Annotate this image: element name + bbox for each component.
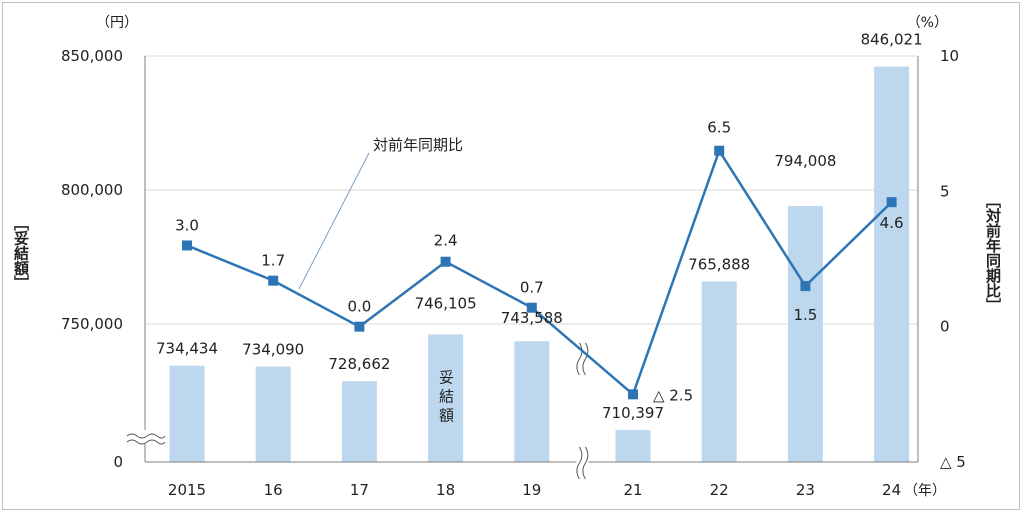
combo-chart: 850,000 800,000 750,000 0 10 5 0 △ 5 2015 16 17 18 1…: [12, 15, 1002, 499]
x-break-marker: [576, 446, 589, 480]
x-tick-label-24: 24: [882, 481, 901, 499]
right-axis-unit: （%）: [907, 15, 948, 31]
bar-label-18: 746,105: [415, 294, 477, 312]
line-label-24: 4.6: [880, 214, 904, 232]
left-tick-label: 800,000: [61, 181, 123, 199]
bar-label-2015: 734,434: [156, 340, 218, 358]
line-point-21: [628, 389, 638, 400]
bar-label-24: 846,021: [861, 31, 923, 49]
line-label-17: 0.0: [347, 298, 371, 316]
x-tick-label-17: 17: [350, 481, 369, 499]
line-label-23: 1.5: [793, 306, 817, 324]
bar-24: [874, 66, 910, 462]
x-break-squiggle-a: [576, 446, 583, 480]
bar-inner-label: 妥結額: [437, 370, 455, 427]
x-tick-label-18: 18: [436, 481, 455, 499]
x-break-mask: [576, 343, 589, 375]
x-tick-label-21: 21: [623, 481, 642, 499]
left-tick-label: 0: [113, 453, 123, 471]
bar-2015: [169, 365, 205, 462]
annotation-label: 対前年同期比: [373, 136, 463, 154]
x-axis-unit: （年）: [904, 483, 946, 499]
bar-22: [701, 281, 737, 462]
data-labels: 734,434 734,090 728,662 746,105 743,588 710,3…: [156, 31, 923, 422]
x-break-squiggle-b: [582, 446, 589, 480]
annotation-leader-line: [298, 152, 370, 290]
line-point-17: [354, 321, 365, 332]
bar-21: [615, 430, 651, 462]
right-tick-label: △ 5: [940, 453, 966, 471]
break-squiggle-bottom: [126, 439, 166, 445]
x-break-mask: [576, 447, 589, 479]
right-axis-label: ［対前年同期比］: [984, 193, 1002, 313]
bar-label-17: 728,662: [328, 355, 390, 373]
line-point-16: [268, 275, 279, 286]
bar-label-23: 794,008: [774, 152, 836, 170]
line-label-21: △ 2.5: [653, 386, 693, 404]
bar-label-19: 743,588: [501, 309, 563, 327]
x-tick-label-16: 16: [264, 481, 283, 499]
line-series: [182, 145, 897, 400]
right-tick-label: 5: [940, 182, 950, 200]
bar-label-16: 734,090: [242, 341, 304, 359]
bar-17: [341, 381, 377, 462]
line-label-2015: 3.0: [175, 216, 199, 234]
bar-23: [787, 206, 823, 462]
bar-label-21: 710,397: [602, 404, 664, 422]
line-point-24: [886, 197, 897, 208]
line-point-2015: [182, 240, 192, 251]
right-tick-label: 0: [940, 318, 950, 336]
line-label-16: 1.7: [261, 252, 285, 270]
line-point-19: [526, 302, 537, 313]
x-break-marker: [576, 342, 589, 376]
left-axis-unit: （円）: [96, 15, 138, 31]
axes: 850,000 800,000 750,000 0 10 5 0 △ 5 2015 16 17 18 1…: [61, 47, 966, 499]
x-break-squiggle-a: [576, 342, 583, 376]
axis-break-left: [125, 430, 166, 445]
break-squiggle-top: [126, 433, 166, 439]
left-axis-label: ［妥結額］: [12, 216, 30, 291]
bar-series: [169, 66, 910, 462]
line-label-22: 6.5: [707, 119, 731, 137]
x-tick-label-2015: 2015: [168, 481, 206, 499]
line-label-18: 2.4: [434, 232, 458, 250]
line-point-18: [440, 256, 451, 267]
right-tick-label: 10: [940, 47, 959, 65]
bar-16: [255, 366, 291, 462]
line-point-23: [800, 281, 811, 292]
left-tick-label: 750,000: [61, 315, 123, 333]
x-tick-label-22: 22: [710, 481, 729, 499]
bar-19: [514, 341, 550, 462]
bar-label-22: 765,888: [688, 255, 750, 273]
left-tick-label: 850,000: [61, 47, 123, 65]
x-break-squiggle-b: [582, 342, 589, 376]
x-tick-label-23: 23: [796, 481, 815, 499]
x-tick-label-19: 19: [522, 481, 541, 499]
line-point-22: [714, 145, 725, 156]
line-label-19: 0.7: [520, 279, 544, 297]
bar-18: [428, 334, 464, 462]
